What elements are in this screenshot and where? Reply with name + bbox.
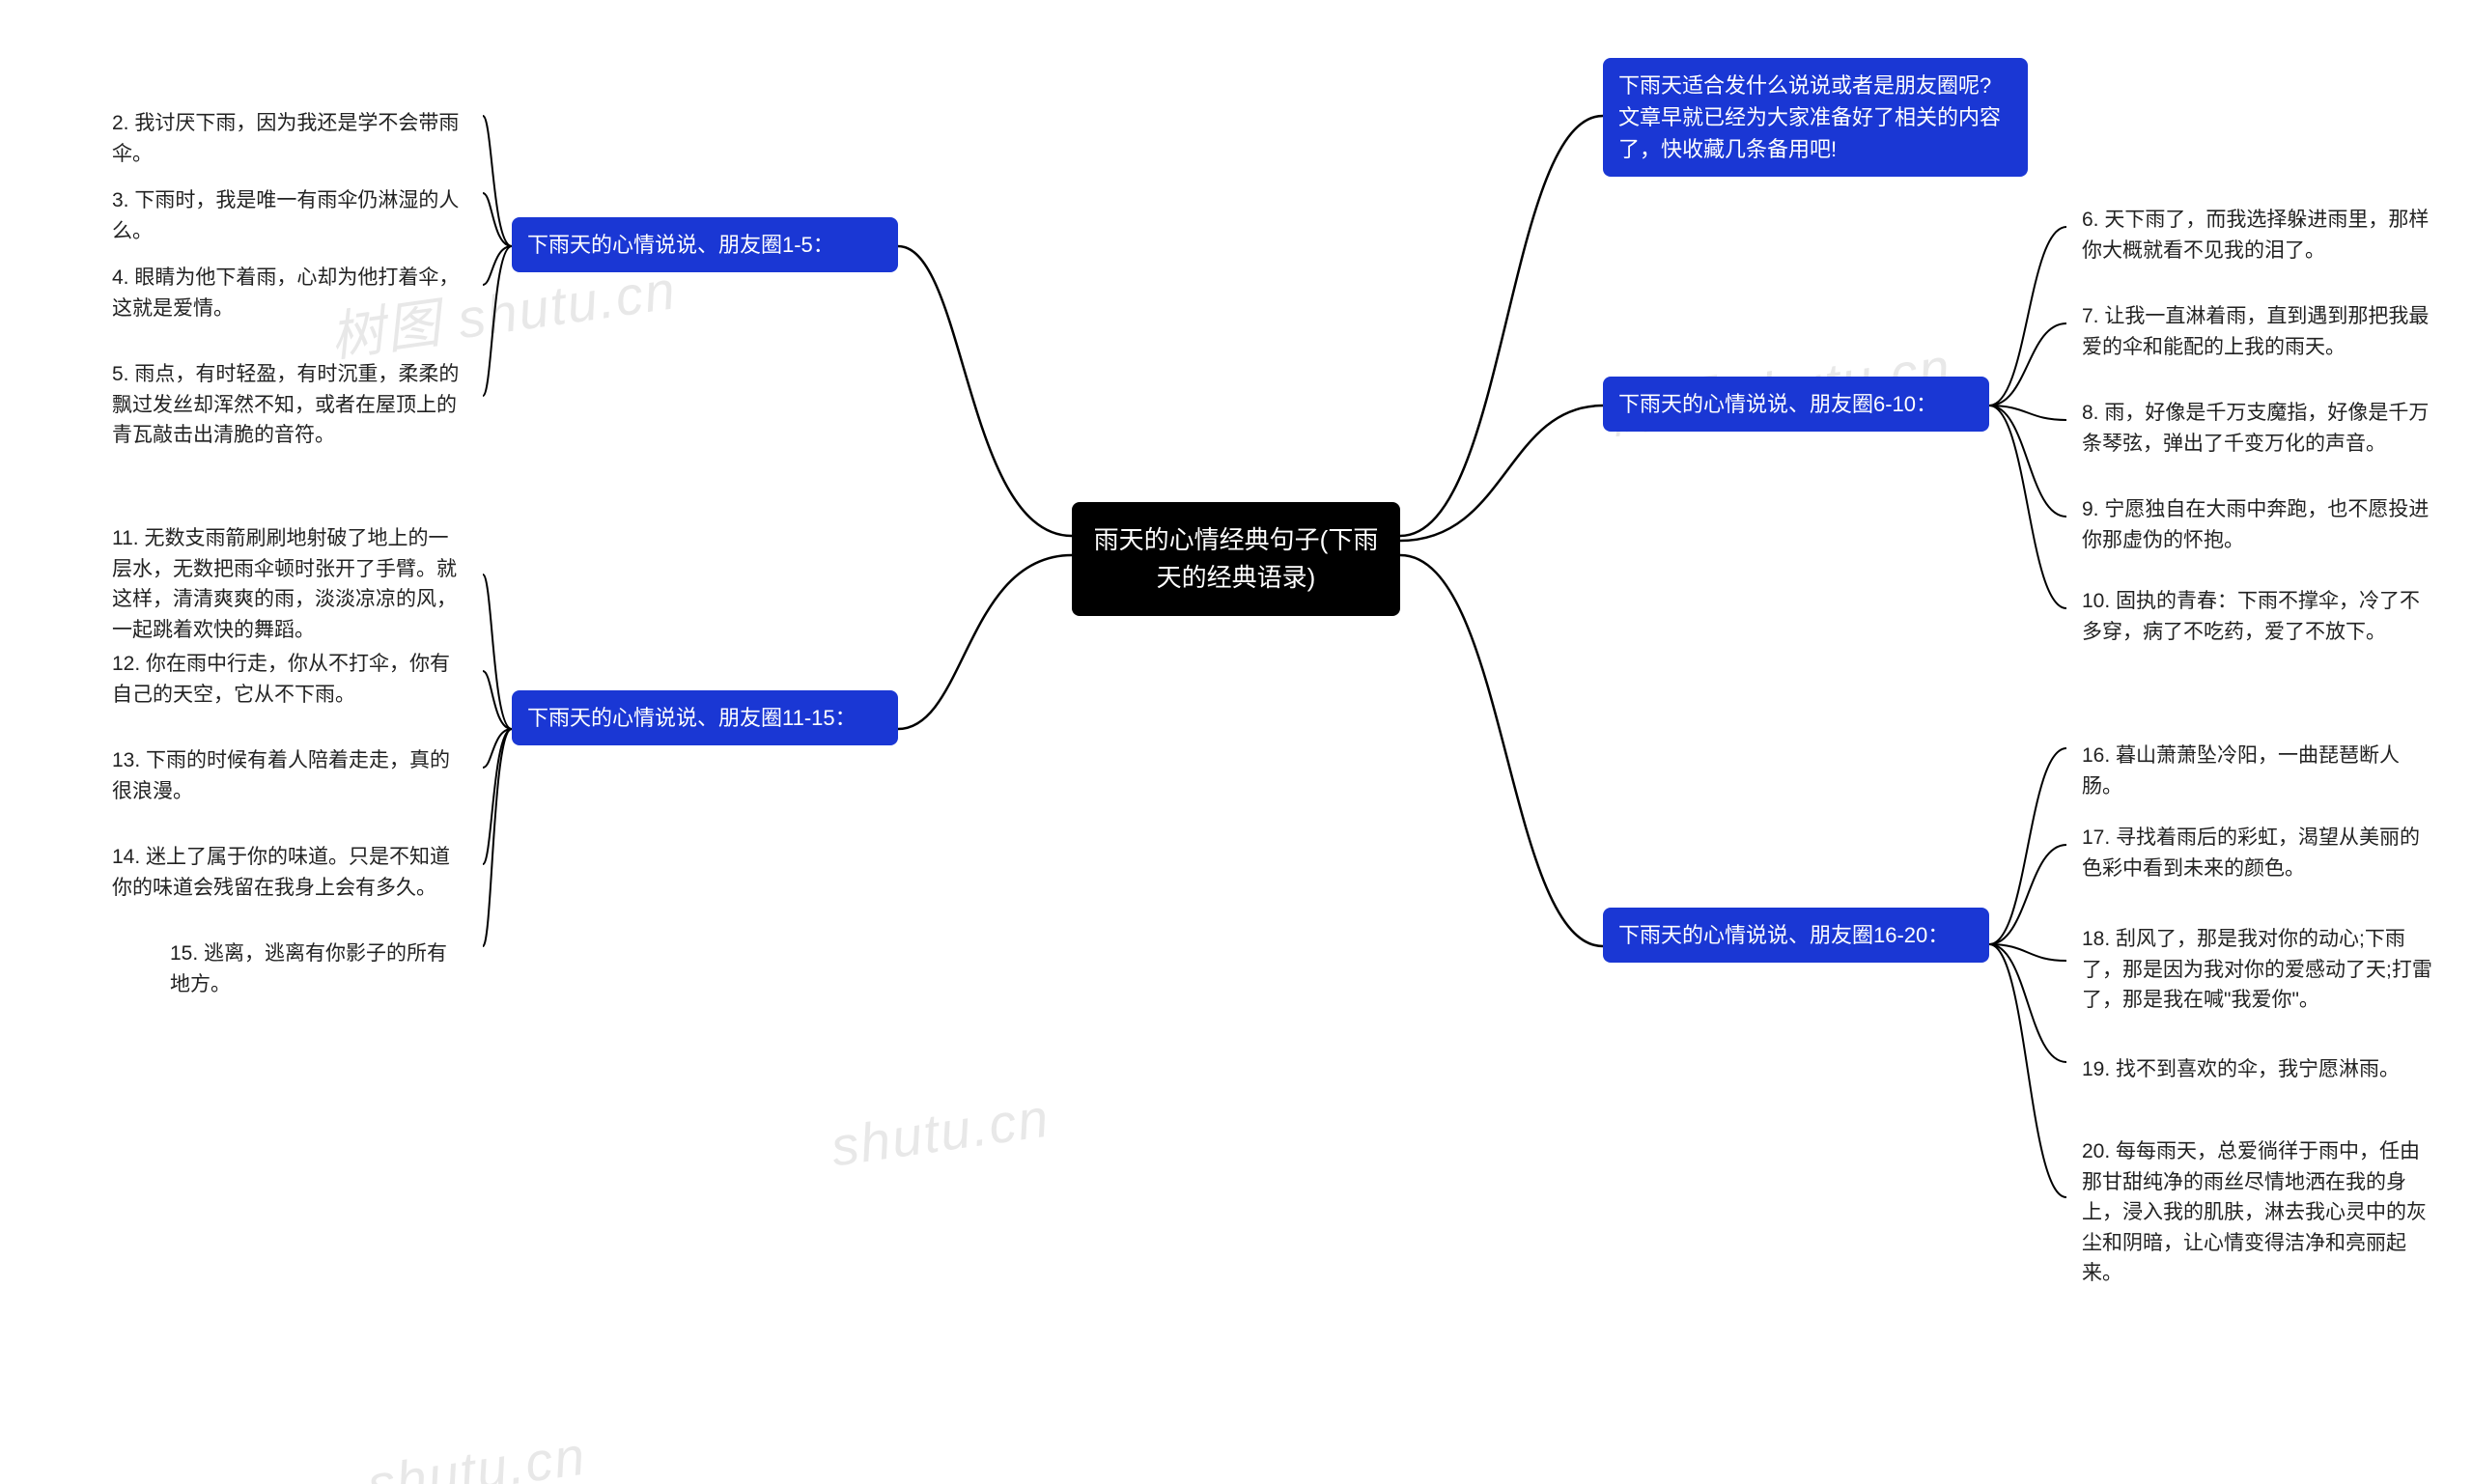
branch-16-20-label: 下雨天的心情说说、朋友圈16-20： (1618, 923, 1949, 947)
branch-16-20[interactable]: 下雨天的心情说说、朋友圈16-20： (1603, 908, 1989, 963)
leaf-19: 19. 找不到喜欢的伞，我宁愿淋雨。 (2066, 1043, 2453, 1097)
leaf-text: 16. 暮山萧萧坠冷阳，一曲琵琶断人肠。 (2082, 744, 2400, 798)
branch-6-10[interactable]: 下雨天的心情说说、朋友圈6-10： (1603, 377, 1989, 432)
leaf-text: 15. 逃离，逃离有你影子的所有地方。 (170, 942, 447, 995)
branch-11-15-label: 下雨天的心情说说、朋友圈11-15： (527, 706, 857, 730)
center-topic[interactable]: 雨天的心情经典句子(下雨 天的经典语录) (1072, 502, 1400, 616)
leaf-text: 9. 宁愿独自在大雨中奔跑，也不愿投进你那虚伪的怀抱。 (2082, 498, 2429, 551)
leaf-text: 20. 每每雨天，总爱徜徉于雨中，任由那甘甜纯净的雨丝尽情地洒在我的身上，浸入我… (2082, 1140, 2427, 1284)
leaf-11: 11. 无数支雨箭刷刷地射破了地上的一层水，无数把雨伞顿时张开了手臂。就这样，清… (97, 512, 483, 657)
leaf-20: 20. 每每雨天，总爱徜徉于雨中，任由那甘甜纯净的雨丝尽情地洒在我的身上，浸入我… (2066, 1125, 2453, 1301)
leaf-text: 3. 下雨时，我是唯一有雨伞仍淋湿的人么。 (112, 189, 459, 242)
branch-11-15[interactable]: 下雨天的心情说说、朋友圈11-15： (512, 690, 898, 745)
leaf-14: 14. 迷上了属于你的味道。只是不知道你的味道会残留在我身上会有多久。 (97, 830, 483, 914)
branch-1-5[interactable]: 下雨天的心情说说、朋友圈1-5： (512, 217, 898, 272)
center-title-line1: 雨天的心情经典句子(下雨 (1094, 525, 1379, 554)
leaf-3: 3. 下雨时，我是唯一有雨伞仍淋湿的人么。 (97, 174, 483, 258)
leaf-text: 11. 无数支雨箭刷刷地射破了地上的一层水，无数把雨伞顿时张开了手臂。就这样，清… (112, 527, 457, 641)
leaf-text: 4. 眼睛为他下着雨，心却为他打着伞，这就是爱情。 (112, 266, 459, 320)
branch-intro[interactable]: 下雨天适合发什么说说或者是朋友圈呢?文章早就已经为大家准备好了相关的内容了，快收… (1603, 58, 2028, 177)
leaf-12: 12. 你在雨中行走，你从不打伞，你有自己的天空，它从不下雨。 (97, 637, 483, 721)
leaf-7: 7. 让我一直淋着雨，直到遇到那把我最爱的伞和能配的上我的雨天。 (2066, 290, 2453, 374)
leaf-text: 14. 迷上了属于你的味道。只是不知道你的味道会残留在我身上会有多久。 (112, 846, 450, 899)
leaf-5: 5. 雨点，有时轻盈，有时沉重，柔柔的飘过发丝却浑然不知，或者在屋顶上的青瓦敲击… (97, 348, 483, 462)
leaf-2: 2. 我讨厌下雨，因为我还是学不会带雨伞。 (97, 97, 483, 181)
leaf-text: 10. 固执的青春：下雨不撑伞，冷了不多穿，病了不吃药，爱了不放下。 (2082, 590, 2420, 643)
leaf-6: 6. 天下雨了，而我选择躲进雨里，那样你大概就看不见我的泪了。 (2066, 193, 2453, 277)
branch-6-10-label: 下雨天的心情说说、朋友圈6-10： (1618, 392, 1937, 416)
leaf-text: 8. 雨，好像是千万支魔指，好像是千万条琴弦，弹出了千变万化的声音。 (2082, 402, 2429, 455)
leaf-text: 7. 让我一直淋着雨，直到遇到那把我最爱的伞和能配的上我的雨天。 (2082, 305, 2429, 358)
leaf-text: 5. 雨点，有时轻盈，有时沉重，柔柔的飘过发丝却浑然不知，或者在屋顶上的青瓦敲击… (112, 363, 459, 446)
leaf-13: 13. 下雨的时候有着人陪着走走，真的很浪漫。 (97, 734, 483, 818)
leaf-10: 10. 固执的青春：下雨不撑伞，冷了不多穿，病了不吃药，爱了不放下。 (2066, 574, 2453, 658)
leaf-text: 12. 你在雨中行走，你从不打伞，你有自己的天空，它从不下雨。 (112, 653, 450, 706)
leaf-18: 18. 刮风了，那是我对你的动心;下雨了，那是因为我对你的爱感动了天;打雷了，那… (2066, 912, 2453, 1027)
leaf-9: 9. 宁愿独自在大雨中奔跑，也不愿投进你那虚伪的怀抱。 (2066, 483, 2453, 567)
leaf-4: 4. 眼睛为他下着雨，心却为他打着伞，这就是爱情。 (97, 251, 483, 335)
leaf-text: 6. 天下雨了，而我选择躲进雨里，那样你大概就看不见我的泪了。 (2082, 209, 2429, 262)
leaf-16: 16. 暮山萧萧坠冷阳，一曲琵琶断人肠。 (2066, 729, 2453, 813)
branch-1-5-label: 下雨天的心情说说、朋友圈1-5： (527, 233, 834, 257)
center-title-line2: 天的经典语录) (1157, 563, 1316, 592)
leaf-text: 13. 下雨的时候有着人陪着走走，真的很浪漫。 (112, 749, 450, 802)
leaf-text: 18. 刮风了，那是我对你的动心;下雨了，那是因为我对你的爱感动了天;打雷了，那… (2082, 928, 2432, 1011)
leaf-text: 17. 寻找着雨后的彩虹，渴望从美丽的色彩中看到未来的颜色。 (2082, 826, 2420, 880)
leaf-text: 2. 我讨厌下雨，因为我还是学不会带雨伞。 (112, 112, 459, 165)
leaf-15: 15. 逃离，逃离有你影子的所有地方。 (154, 927, 483, 1011)
leaf-text: 19. 找不到喜欢的伞，我宁愿淋雨。 (2082, 1058, 2400, 1080)
branch-intro-label: 下雨天适合发什么说说或者是朋友圈呢?文章早就已经为大家准备好了相关的内容了，快收… (1618, 73, 2001, 161)
leaf-8: 8. 雨，好像是千万支魔指，好像是千万条琴弦，弹出了千变万化的声音。 (2066, 386, 2453, 470)
leaf-17: 17. 寻找着雨后的彩虹，渴望从美丽的色彩中看到未来的颜色。 (2066, 811, 2453, 895)
